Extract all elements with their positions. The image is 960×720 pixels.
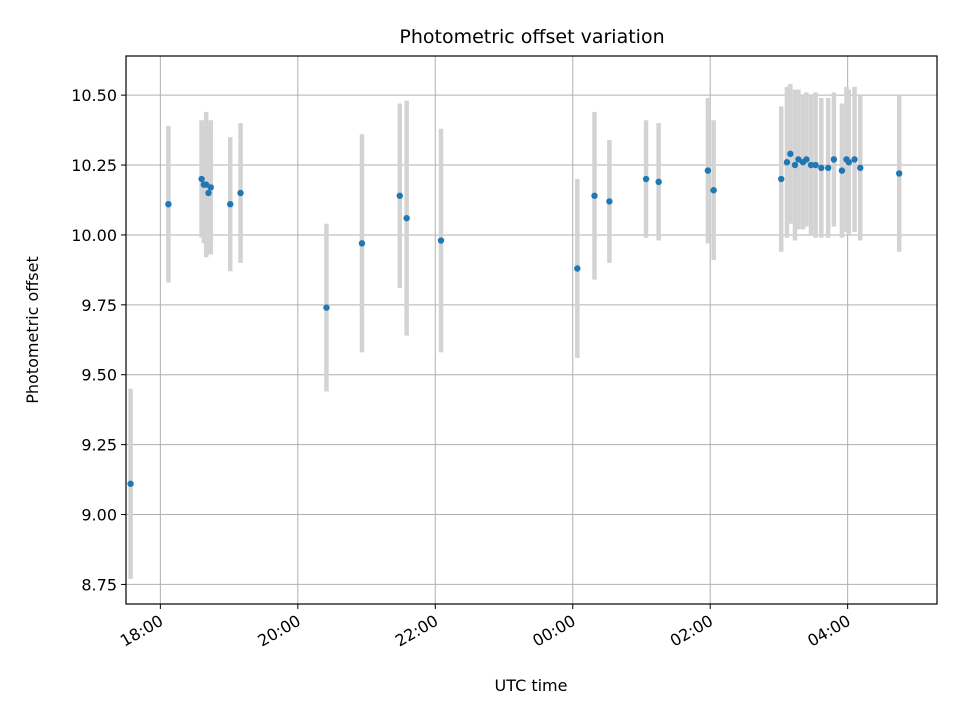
- data-point: [783, 159, 791, 166]
- data-point: [845, 159, 852, 166]
- data-point: [791, 161, 799, 169]
- data-point: [704, 167, 712, 174]
- x-axis-label: UTC time: [495, 676, 568, 695]
- y-tick-label: 9.75: [81, 296, 117, 315]
- data-point: [851, 156, 858, 163]
- data-point: [818, 164, 825, 172]
- data-point: [830, 156, 838, 163]
- data-point: [165, 200, 172, 208]
- data-point: [207, 184, 214, 191]
- data-point: [574, 265, 581, 272]
- y-tick-label: 10.00: [71, 226, 117, 245]
- y-tick-label: 10.25: [71, 156, 117, 175]
- data-point: [396, 192, 403, 199]
- y-tick-label: 9.50: [81, 366, 117, 385]
- data-point: [437, 237, 445, 244]
- data-point: [778, 175, 785, 183]
- data-point: [606, 198, 613, 205]
- data-point: [237, 189, 244, 197]
- data-point: [824, 164, 832, 172]
- data-point: [895, 170, 903, 177]
- chart-title: Photometric offset variation: [399, 26, 664, 48]
- data-point: [198, 175, 205, 183]
- data-point: [812, 161, 819, 169]
- data-point: [642, 175, 650, 183]
- y-tick-label: 8.75: [81, 575, 117, 594]
- data-point: [838, 167, 846, 174]
- y-tick-label: 9.25: [81, 436, 117, 455]
- data-point: [591, 192, 598, 199]
- grid: [126, 56, 937, 604]
- y-axis-label: Photometric offset: [23, 256, 42, 404]
- data-point: [710, 187, 717, 194]
- data-point: [323, 304, 330, 311]
- data-point: [227, 200, 234, 208]
- data-point: [803, 156, 810, 163]
- data-points: [127, 150, 903, 487]
- data-point: [857, 164, 864, 172]
- data-point: [655, 178, 662, 186]
- y-tick-label: 9.00: [81, 506, 117, 525]
- data-point: [403, 214, 410, 222]
- data-point: [787, 150, 794, 158]
- data-point: [795, 156, 802, 163]
- data-point: [807, 161, 815, 169]
- data-point: [127, 480, 134, 487]
- data-point: [358, 240, 366, 247]
- y-axis: 8.75 9.00 9.25 9.50 9.75 10.00 10.25 10.50: [71, 86, 126, 594]
- plot-area-frame: [125, 55, 938, 605]
- data-point: [202, 181, 210, 188]
- y-tick-label: 10.50: [71, 86, 117, 105]
- data-point: [205, 189, 212, 197]
